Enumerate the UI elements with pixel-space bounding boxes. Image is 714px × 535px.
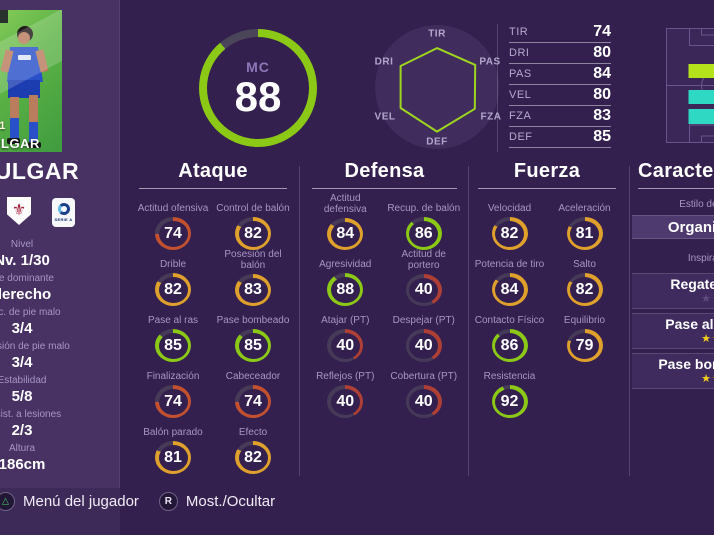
radar-axis-label: TIR	[428, 28, 446, 40]
badges-row: ⚜ SERIE A	[0, 197, 120, 229]
section-fuerza: Fuerza Velocidad 82 Aceleración 81 Potenci…	[472, 160, 622, 418]
stat-cabeceador: Cabeceador 74	[213, 362, 293, 418]
section-title: Fuerza	[478, 160, 616, 189]
stat-balon-parado: Balón parado 81	[133, 418, 213, 474]
summary-stats-list: TIR 74 DRI 80 PAS 84 VEL 80 FZA 83 DEF 85	[509, 22, 611, 148]
detail-row: Altura 186cm	[0, 443, 46, 473]
stat-reflejos-pt: Reflejos (PT) 40	[306, 362, 385, 418]
card-player-name: PULGAR	[0, 136, 40, 151]
radar-axis-label: DRI	[374, 56, 394, 68]
stat-efecto: Efecto 82	[213, 418, 293, 474]
inspiration-label: Inspiración	[687, 253, 714, 264]
section-title: Características	[638, 160, 714, 189]
skill-item: Pase al hueco ★★	[632, 313, 714, 349]
stat-potencia-de-tiro: Potencia de tiro 84	[472, 250, 547, 306]
stat-posesion-del-balon: Posesión del balón 83	[213, 249, 293, 306]
summary-row: DRI 80	[509, 43, 611, 64]
card-level-tag: Nv.1	[0, 120, 6, 132]
summary-row: TIR 74	[509, 22, 611, 43]
skill-item: Regate en p. ★★	[632, 273, 714, 309]
sidebar-footer-strip	[0, 488, 120, 535]
detail-row: NivelNv. 1/30	[0, 239, 50, 269]
position-label: MC	[246, 58, 270, 75]
club-crest-icon: ⚜	[7, 197, 31, 225]
radar-axis-label: FZA	[480, 111, 502, 123]
section-title: Ataque	[139, 160, 287, 189]
section-title: Defensa	[312, 160, 457, 189]
detail-row: Pie dominantederecho	[0, 273, 54, 303]
divider	[299, 166, 300, 476]
stat-recup-de-balon: Recup. de balón 86	[385, 194, 464, 250]
zone-playable-position	[688, 90, 714, 104]
summary-row: DEF 85	[509, 127, 611, 148]
divider	[468, 166, 469, 476]
r-button-icon: R	[158, 491, 178, 511]
player-name: PULGAR	[0, 158, 80, 184]
overall-rating-value: 88	[234, 72, 282, 120]
stat-salto: Salto 82	[547, 250, 622, 306]
overall-rating-ring: MC 88	[199, 29, 317, 147]
detail-row: Estabilidad 5/8	[0, 375, 47, 405]
footer-bar: △ Menú del jugador R Most./Ocultar	[0, 489, 714, 513]
show-hide-button[interactable]: R Most./Ocultar	[158, 491, 275, 511]
card-position-chip	[0, 10, 8, 23]
stat-control-de-balon: Control de balón 82	[213, 194, 293, 250]
stat-aceleracion: Aceleración 81	[547, 194, 622, 250]
stat-cobertura-pt: Cobertura (PT) 40	[385, 362, 464, 418]
attribute-radar-chart: TIR PAS FZA DEF VEL DRI	[374, 25, 502, 149]
stat-empty-cell	[547, 362, 622, 418]
summary-row: VEL 80	[509, 85, 611, 106]
stat-pase-bombeado: Pase bombeado 85	[213, 306, 293, 362]
skill-stars: ★★	[701, 333, 714, 345]
skill-item: Pase bombeado ★★	[632, 353, 714, 389]
stat-actitud-defensiva: Actitud defensiva 84	[306, 193, 385, 250]
stat-velocidad: Velocidad 82	[472, 194, 547, 250]
skill-stars: ★★	[701, 373, 714, 385]
radar-axis-label: VEL	[374, 111, 396, 123]
divider	[497, 24, 498, 152]
summary-row: FZA 83	[509, 106, 611, 127]
skill-stars: ★★	[701, 293, 714, 305]
section-defensa: Defensa Actitud defensiva 84 Recup. de ba…	[306, 160, 463, 418]
section-ataque: Ataque Actitud ofensiva 74 Control de bal…	[133, 160, 293, 474]
section-caracteristicas: Características Estilo de juego Organiza…	[632, 160, 714, 393]
stat-finalizacion: Finalización 74	[133, 362, 213, 418]
stat-equilibrio: Equilibrio 79	[547, 306, 622, 362]
player-sidebar: Nv.1 PULGAR PULGAR ⚜ SERIE A NivelNv. 1/…	[0, 0, 120, 488]
playing-style-box: Organizador	[632, 215, 714, 239]
position-pitch-map	[666, 28, 714, 143]
summary-row: PAS 84	[509, 64, 611, 85]
triangle-button-icon: △	[0, 491, 15, 511]
radar-axis-label: DEF	[426, 136, 448, 148]
zone-registered-position	[688, 64, 714, 78]
player-details-list: NivelNv. 1/30 Pie dominantederecho Frec.…	[0, 239, 103, 477]
playing-style-label: Estilo de juego	[679, 199, 714, 210]
stat-resistencia: Resistencia 92	[472, 362, 547, 418]
player-card: Nv.1 PULGAR	[0, 10, 62, 152]
skills-list: Regate en p. ★★ Pase al hueco ★★ Pase bo…	[632, 273, 714, 389]
stat-despejar-pt: Despejar (PT) 40	[385, 306, 464, 362]
stat-atajar-pt: Atajar (PT) 40	[306, 306, 385, 362]
zone-playable-position	[688, 109, 714, 124]
stat-contacto-fisico: Contacto Físico 86	[472, 306, 547, 362]
player-photo	[0, 26, 49, 148]
stat-drible: Drible 82	[133, 250, 213, 306]
player-menu-button[interactable]: △ Menú del jugador	[0, 491, 139, 511]
radar-axis-label: PAS	[479, 56, 501, 68]
league-badge-icon: SERIE A	[52, 198, 75, 227]
stat-actitud-de-portero: Actitud de portero 40	[385, 249, 464, 306]
stat-actitud-ofensiva: Actitud ofensiva 74	[133, 194, 213, 250]
stat-agresividad: Agresividad 88	[306, 250, 385, 306]
divider	[629, 166, 630, 476]
stat-pase-al-ras: Pase al ras 85	[133, 306, 213, 362]
